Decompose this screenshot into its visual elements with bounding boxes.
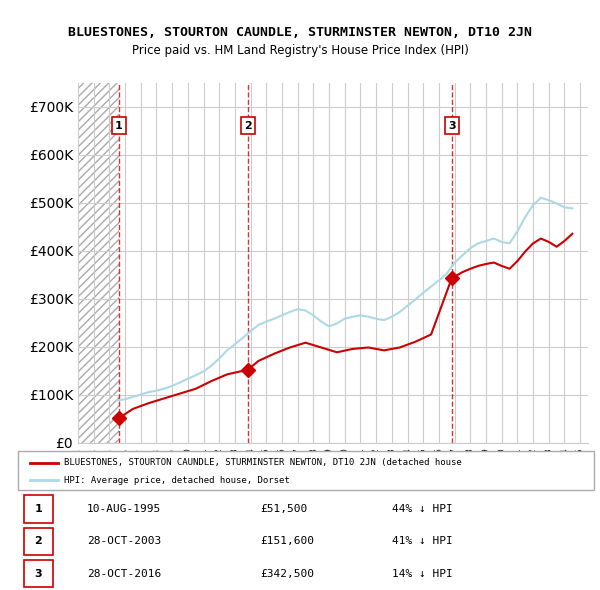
Text: 44% ↓ HPI: 44% ↓ HPI (392, 504, 453, 514)
Text: 1: 1 (34, 504, 42, 514)
Text: 28-OCT-2003: 28-OCT-2003 (87, 536, 161, 546)
Text: 2: 2 (34, 536, 42, 546)
Text: HPI: Average price, detached house, Dorset: HPI: Average price, detached house, Dors… (64, 476, 290, 484)
Text: £151,600: £151,600 (260, 536, 314, 546)
Bar (78, 83, 119, 442)
Text: 28-OCT-2016: 28-OCT-2016 (87, 569, 161, 579)
Text: 2: 2 (244, 121, 251, 131)
Text: 10-AUG-1995: 10-AUG-1995 (87, 504, 161, 514)
Text: BLUESTONES, STOURTON CAUNDLE, STURMINSTER NEWTON, DT10 2JN: BLUESTONES, STOURTON CAUNDLE, STURMINSTE… (68, 26, 532, 39)
Text: 41% ↓ HPI: 41% ↓ HPI (392, 536, 453, 546)
Text: £342,500: £342,500 (260, 569, 314, 579)
Bar (78, 83, 119, 442)
Text: 14% ↓ HPI: 14% ↓ HPI (392, 569, 453, 579)
Text: Price paid vs. HM Land Registry's House Price Index (HPI): Price paid vs. HM Land Registry's House … (131, 44, 469, 57)
Text: 3: 3 (448, 121, 455, 131)
Text: 3: 3 (34, 569, 42, 579)
FancyBboxPatch shape (18, 451, 594, 490)
FancyBboxPatch shape (24, 560, 53, 588)
FancyBboxPatch shape (24, 495, 53, 523)
Text: £51,500: £51,500 (260, 504, 307, 514)
Text: 1: 1 (115, 121, 123, 131)
Text: BLUESTONES, STOURTON CAUNDLE, STURMINSTER NEWTON, DT10 2JN (detached house: BLUESTONES, STOURTON CAUNDLE, STURMINSTE… (64, 458, 462, 467)
FancyBboxPatch shape (24, 527, 53, 555)
